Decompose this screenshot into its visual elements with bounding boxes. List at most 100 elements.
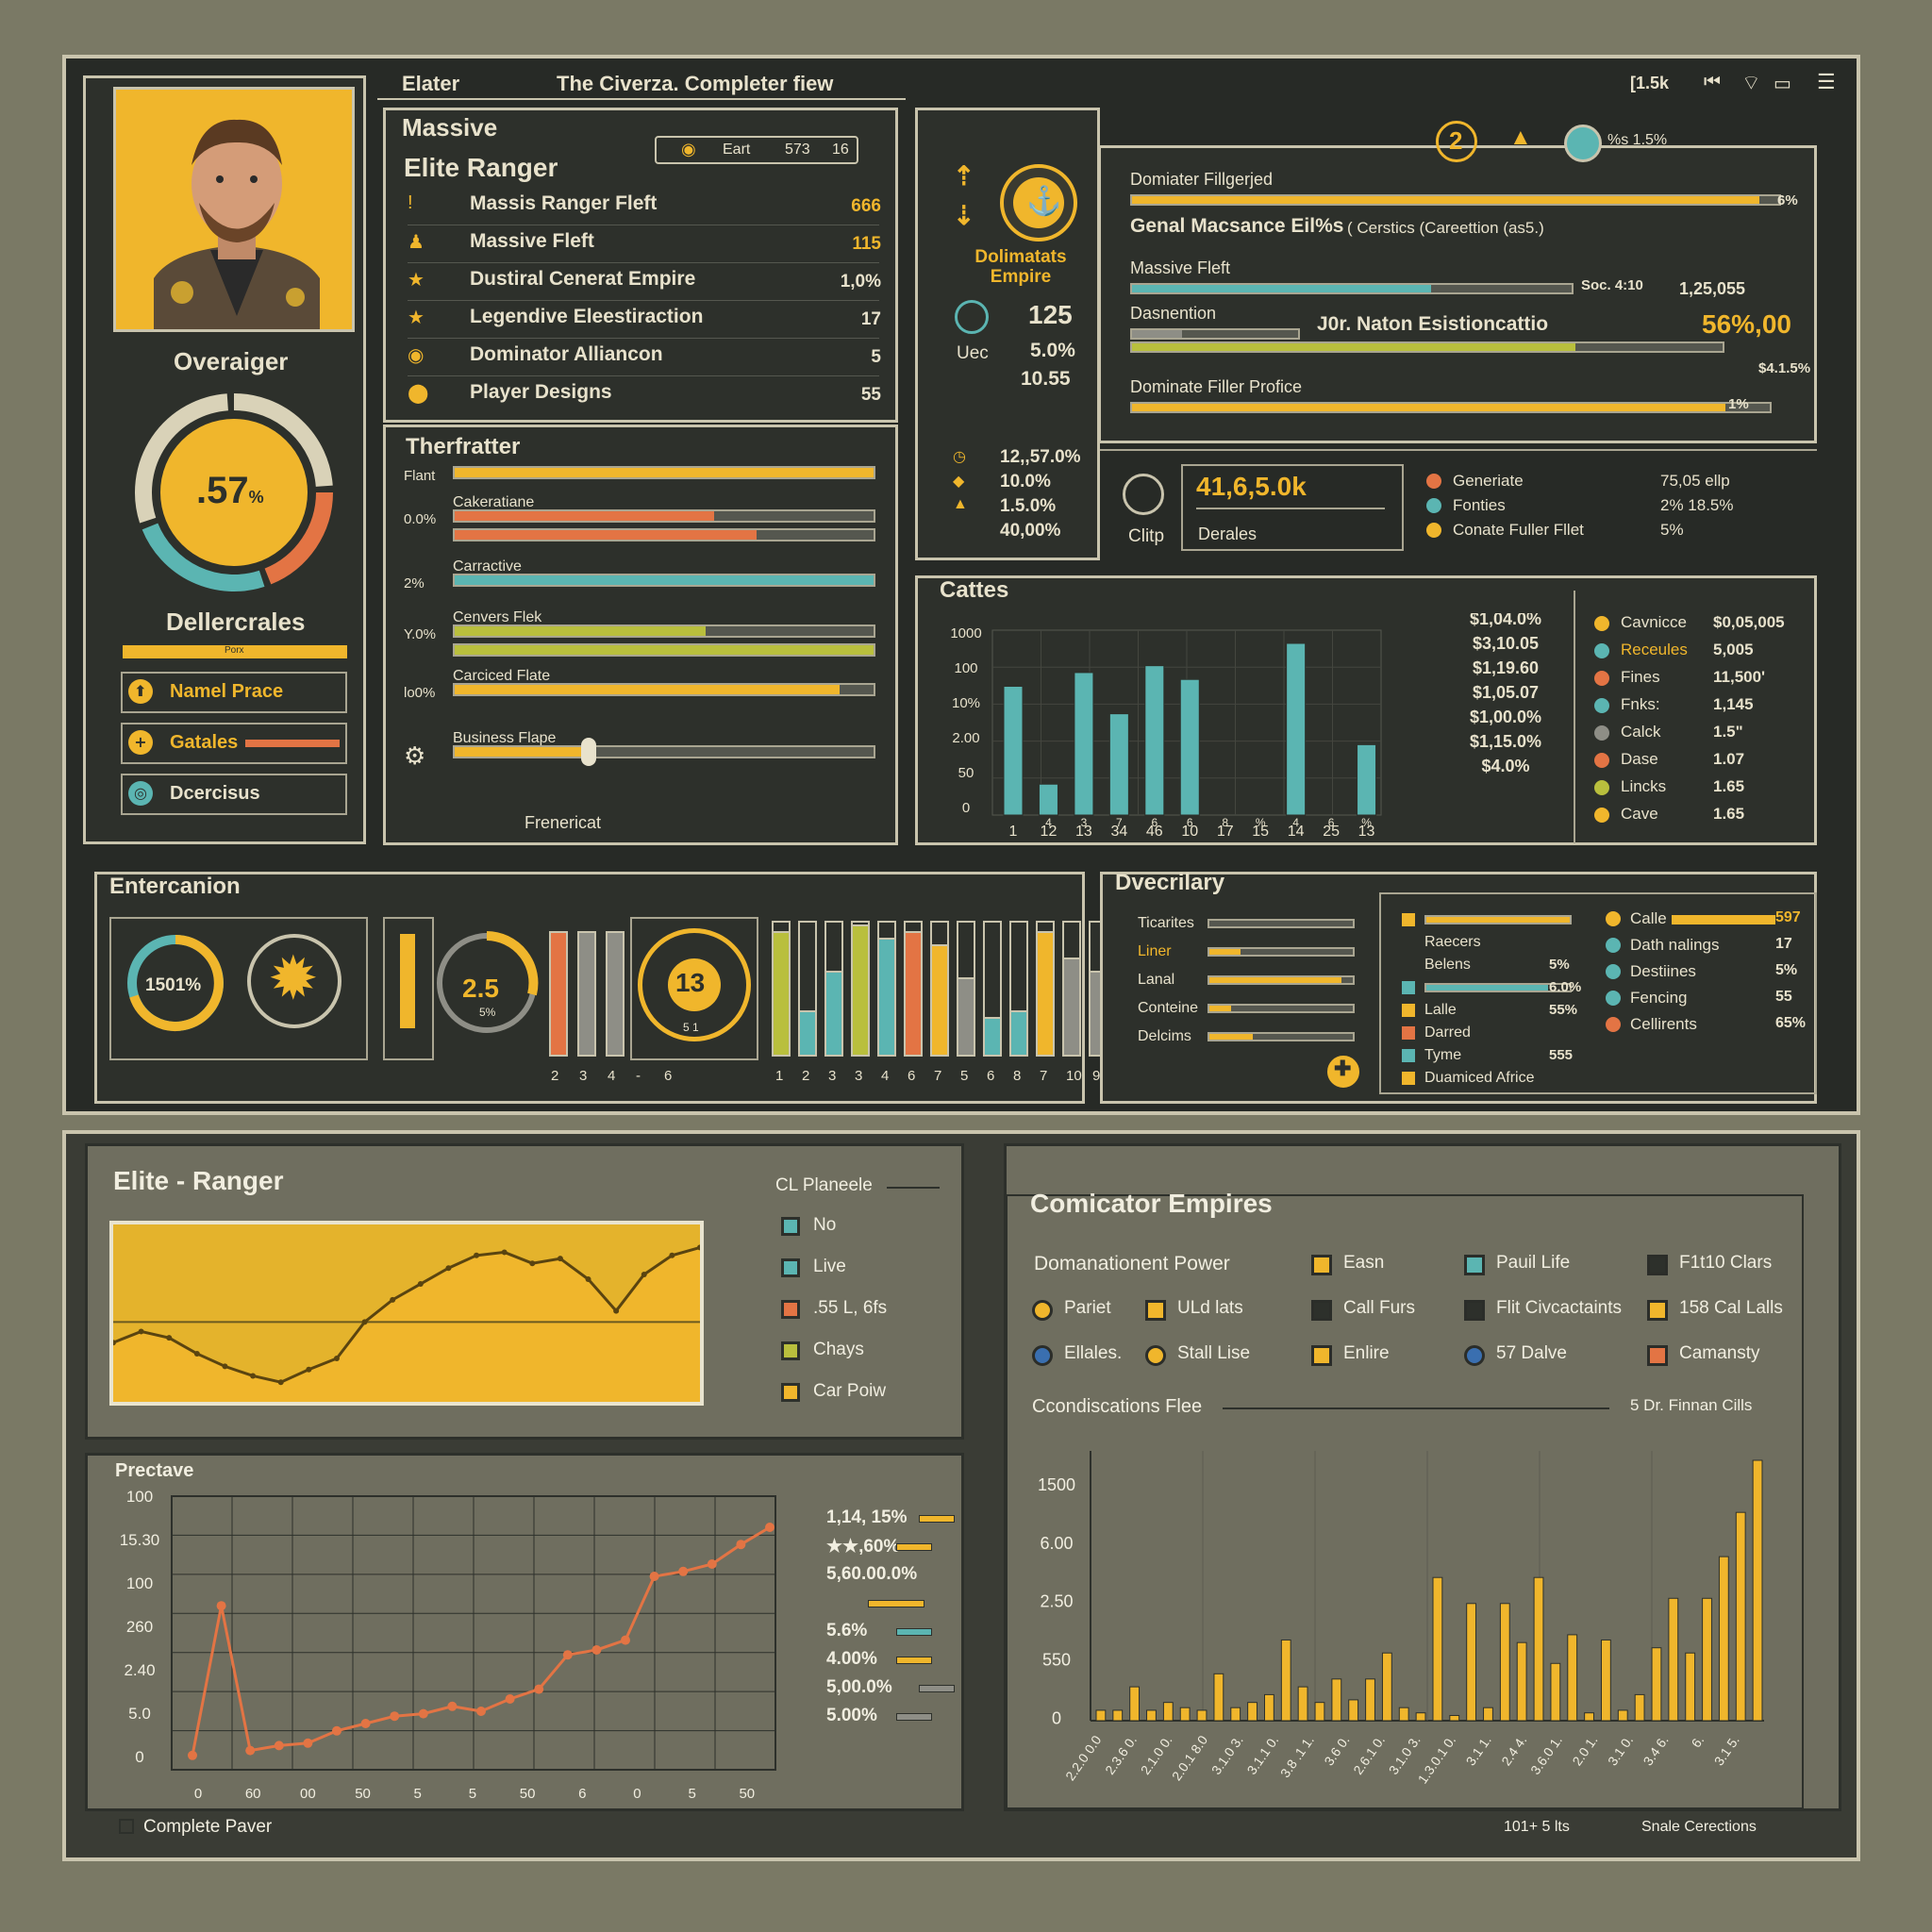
legend-label: Easn [1343,1253,1385,1273]
legend-label[interactable]: Receules [1621,641,1688,658]
x-tick: 3.1 1. [1463,1733,1494,1769]
massive-item-label[interactable]: Massive Fleft [470,230,594,252]
bar-label: 10 [1066,1068,1082,1084]
bar [1735,1511,1746,1722]
bar-fill [455,626,707,636]
y-tick: 100 [126,1488,153,1506]
header-tab[interactable]: Elater [402,72,460,95]
legend-label: Car Poiw [813,1381,887,1401]
bar-label: Cenvers Flek [453,609,542,625]
legend-swatch[interactable] [1145,1300,1166,1321]
avatar[interactable] [113,87,355,332]
legend-square[interactable] [781,1341,800,1360]
vbar [1062,958,1081,1057]
legend-swatch[interactable] [1311,1345,1332,1366]
metric-value: 1% [1728,396,1749,412]
legend-label[interactable]: Cave [1621,805,1658,823]
bar [1213,1673,1224,1722]
y-tick: 2.50 [1040,1592,1073,1611]
profile-button[interactable] [121,774,347,815]
slider-track[interactable] [1208,947,1355,957]
legend-label[interactable]: Cavnicce [1621,613,1687,631]
complete-label[interactable]: Complete Paver [143,1817,273,1837]
slider-track[interactable] [1208,1004,1355,1013]
bar [1584,1712,1594,1722]
battery-icon[interactable]: ▭ [1774,74,1791,94]
legend-label[interactable]: Calck [1621,723,1661,741]
profile-button[interactable] [121,672,347,713]
section-title: Dellercrales [166,608,306,636]
x-tick: 2.0 1. [1569,1733,1600,1769]
area-chart [113,1244,700,1402]
gauge-segment [233,393,333,488]
data-point [591,1645,602,1655]
massive-item-label[interactable]: Dustiral Cenerat Empire [470,268,696,290]
complete-checkbox[interactable] [119,1819,134,1834]
legend-swatch[interactable] [1647,1300,1668,1321]
legend-swatch[interactable] [1311,1255,1332,1275]
x-sub-tick: 3 [1081,816,1088,829]
legend-swatch[interactable] [1464,1300,1485,1321]
bar [1601,1639,1611,1722]
legend-swatch[interactable] [1032,1300,1053,1321]
slider-track[interactable] [1208,975,1355,985]
bar [1449,1714,1460,1722]
window-title: The Civerza. Completer fiew [557,72,834,95]
area-point [333,1356,340,1361]
bar-label: 3 [828,1068,837,1084]
slider-track[interactable] [1208,1032,1355,1041]
legend-label[interactable]: Fines [1621,668,1660,686]
y-tick: 0 [135,1748,143,1766]
side-bar [868,1600,924,1607]
vbar [772,931,791,1057]
header-stat: [1.5k [1630,74,1670,92]
legend-square[interactable] [781,1383,800,1402]
legend-square[interactable] [781,1258,800,1277]
legend-label[interactable]: Lincks [1621,777,1667,795]
legend-swatch[interactable] [1647,1345,1668,1366]
legend-label: F1t10 Clars [1679,1253,1773,1273]
legend-swatch[interactable] [1311,1300,1332,1321]
legend-square[interactable] [781,1300,800,1319]
vbar [798,1010,817,1057]
area-point [697,1244,700,1251]
row-divider [408,375,879,376]
bar-track[interactable] [453,745,875,758]
legend-label: ULd lats [1177,1298,1243,1318]
user-icon[interactable] [1123,474,1164,515]
legend-label[interactable]: Fnks: [1621,695,1660,713]
massive-tag[interactable] [655,136,858,164]
profile-button[interactable] [121,723,347,764]
gauge-segment [142,523,265,591]
data-point [505,1694,515,1704]
massive-item-label[interactable]: Player Designs [470,381,612,403]
massive-item-value: 1,0% [840,272,881,291]
compass-button[interactable] [1324,1053,1362,1091]
legend-label[interactable]: Dase [1621,750,1658,768]
bar-side-label: lo0% [404,685,436,701]
massive-item-label[interactable]: Massis Ranger Fleft [470,192,658,214]
slider-label: Lanal [1138,972,1175,988]
legend-swatch[interactable] [1145,1345,1166,1366]
legend-swatch[interactable] [1032,1345,1053,1366]
right-label: Cellirents [1630,1015,1697,1033]
legend-swatch[interactable] [1464,1255,1485,1275]
massive-item-label[interactable]: Legendive Eleestiraction [470,306,704,327]
legend-swatch[interactable] [1647,1255,1668,1275]
play-back-icon[interactable]: ⏮ [1704,72,1721,92]
badge-number: 2 [1449,126,1463,155]
mid-label: Duamiced Africe [1424,1070,1535,1086]
x-tick: 3.4 6. [1641,1733,1672,1769]
legend-square[interactable] [781,1217,800,1236]
slider-track[interactable] [1208,919,1355,928]
x-tick: 12 [1041,824,1058,840]
metric-label: Dominate Filler Profice [1130,377,1303,396]
massive-item-value: 17 [860,309,881,329]
menu-icon[interactable]: ☰ [1817,70,1836,93]
massive-item-label[interactable]: Dominator Alliancon [470,343,663,365]
row-divider [408,262,879,263]
wifi-icon[interactable]: ⌔ [1741,71,1761,94]
slider-thumb[interactable] [581,738,597,766]
legend-swatch[interactable] [1464,1345,1485,1366]
vbar [549,931,568,1057]
